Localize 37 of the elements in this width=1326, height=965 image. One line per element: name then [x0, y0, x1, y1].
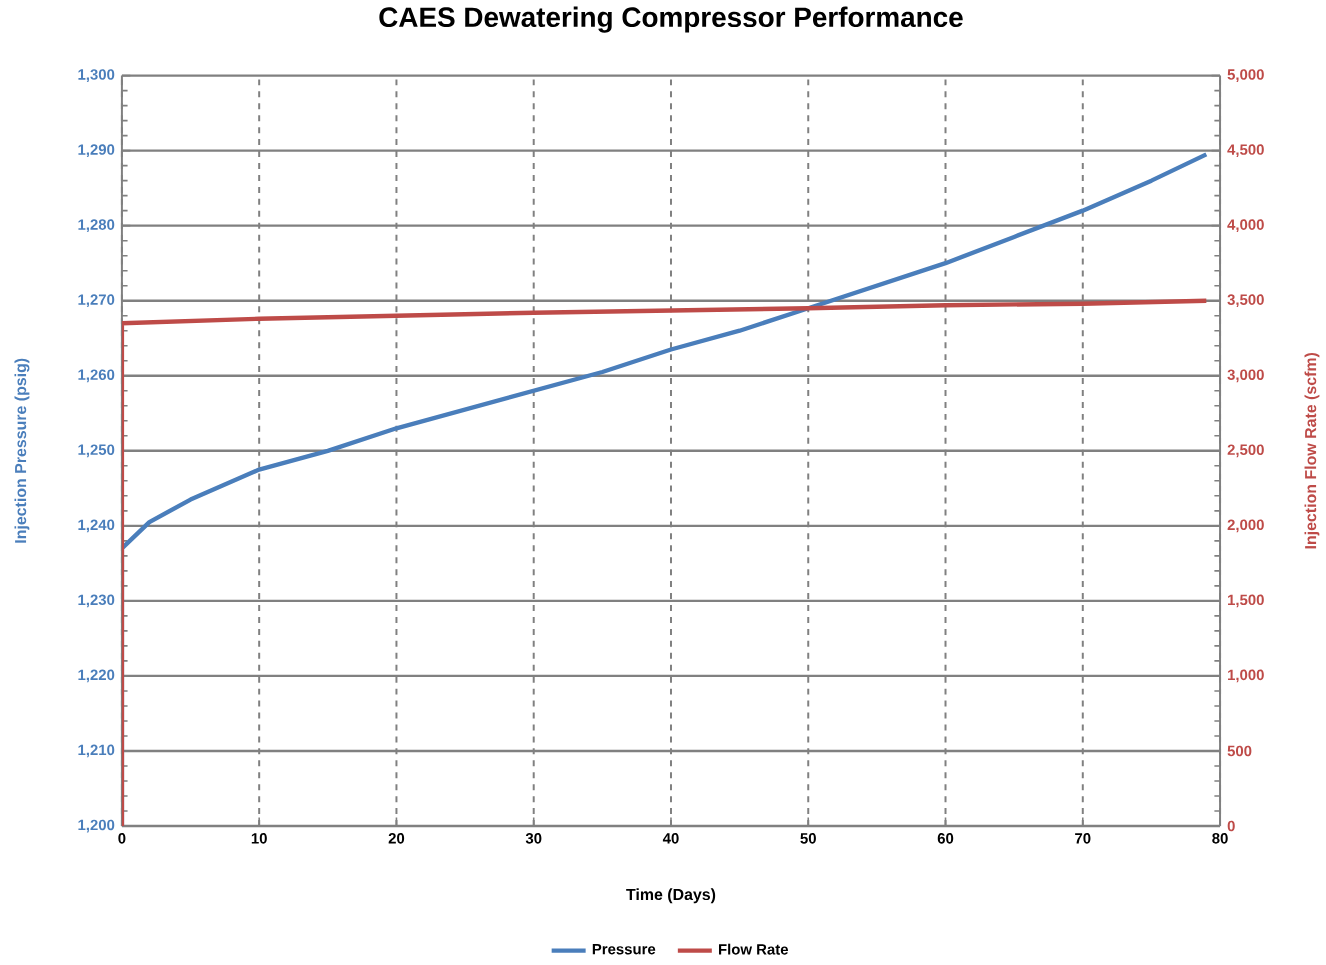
- y2-tick-label: 2,500: [1227, 444, 1264, 457]
- y-tick-label: 1,280: [78, 219, 115, 232]
- y-tick-label: 1,220: [78, 669, 115, 683]
- y2-tick-label: 4,000: [1227, 219, 1264, 232]
- x-tick-label: 10: [251, 832, 267, 844]
- y-tick-label: 1,300: [78, 69, 115, 82]
- y2-tick-label: 0: [1227, 820, 1235, 832]
- y2-tick-label: 2,000: [1227, 519, 1264, 532]
- y2-tick-label: 4,500: [1227, 144, 1264, 157]
- x-tick-label: 50: [800, 832, 816, 844]
- x-tick-label: 40: [662, 832, 679, 844]
- y-tick-label: 1,210: [78, 744, 115, 758]
- x-tick-label: 60: [937, 832, 954, 844]
- y2-tick-label: 3,000: [1227, 369, 1264, 382]
- y2-tick-label: 500: [1227, 745, 1252, 757]
- y-tick-label: 1,290: [78, 144, 115, 157]
- x-tick-label: 20: [388, 832, 405, 844]
- x-axis-title: Time (Days): [626, 888, 716, 904]
- legend-label: Flow Rate: [719, 943, 789, 955]
- y-tick-label: 1,260: [78, 369, 115, 382]
- y2-tick-label: 1,500: [1228, 594, 1264, 608]
- y2-tick-label: 3,500: [1227, 294, 1264, 307]
- y-tick-label: 1,230: [78, 594, 115, 608]
- x-tick-label: 30: [525, 832, 542, 844]
- x-tick-label: 70: [1075, 832, 1091, 844]
- y2-tick-label: 1,000: [1228, 669, 1264, 683]
- legend-label: Pressure: [592, 943, 656, 955]
- y-axis-title: Injection Pressure (psig): [14, 358, 30, 543]
- x-tick-label: 80: [1212, 832, 1228, 844]
- y-tick-label: 1,240: [78, 519, 115, 532]
- y2-tick-label: 5,000: [1227, 69, 1264, 82]
- y-tick-label: 1,250: [78, 444, 115, 457]
- chart-title: CAES Dewatering Compressor Performance: [379, 6, 963, 33]
- y-tick-label: 1,270: [78, 294, 115, 307]
- y-tick-label: 1,200: [78, 819, 115, 833]
- y2-axis-title: Injection Flow Rate (scfm): [1304, 352, 1320, 549]
- x-tick-label: 0: [118, 832, 126, 844]
